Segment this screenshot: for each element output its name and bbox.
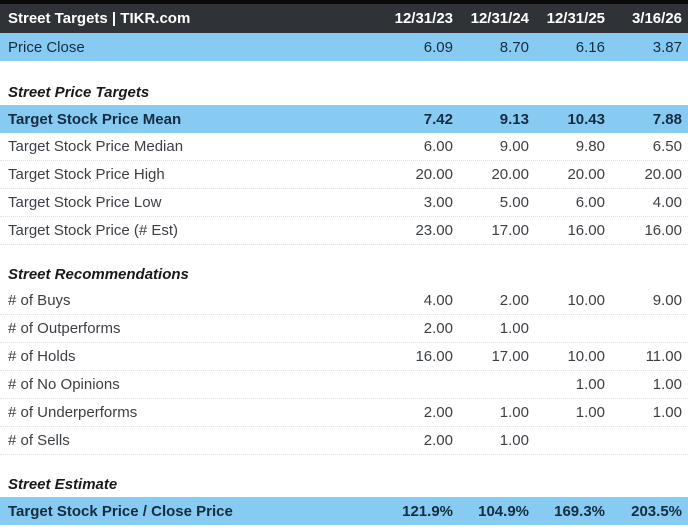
- section-title: Street Recommendations: [8, 265, 189, 283]
- row-value: 1.00: [575, 376, 605, 393]
- row-value: 2.00: [423, 432, 453, 449]
- table-section: Street Estimate Target Stock Price / Clo…: [0, 471, 688, 525]
- row-value: 1.00: [652, 376, 682, 393]
- table-row[interactable]: # of No Opinions 1.00 1.00: [0, 371, 688, 399]
- row-value: 9.80: [575, 138, 605, 155]
- table-row[interactable]: Target Stock Price (# Est) 23.00 17.00 1…: [0, 217, 688, 245]
- row-value: 20.00: [415, 166, 453, 183]
- row-value: 10.43: [567, 110, 605, 128]
- row-label: Price Close: [8, 38, 85, 56]
- row-value: 6.50: [652, 138, 682, 155]
- row-price-close[interactable]: Price Close 6.09 8.70 6.16 3.87: [0, 33, 688, 61]
- row-value: 6.00: [575, 194, 605, 211]
- row-value: 10.00: [567, 348, 605, 365]
- row-label: # of Sells: [8, 432, 70, 449]
- row-value: 23.00: [415, 222, 453, 239]
- row-value: 6.16: [575, 38, 605, 56]
- column-header-date: 12/31/24: [470, 10, 529, 27]
- row-value: 10.00: [567, 292, 605, 309]
- row-label: Target Stock Price (# Est): [8, 222, 179, 239]
- row-value: 2.00: [499, 292, 529, 309]
- section-title: Street Estimate: [8, 475, 118, 493]
- table-row[interactable]: # of Outperforms 2.00 1.00: [0, 315, 688, 343]
- row-value: 9.00: [499, 138, 529, 155]
- row-label: Target Stock Price Low: [8, 194, 162, 211]
- row-value: 8.70: [499, 38, 529, 56]
- row-label: Target Stock Price Mean: [8, 110, 182, 128]
- row-label: # of Underperforms: [8, 404, 138, 421]
- table-row[interactable]: # of Holds 16.00 17.00 10.00 11.00: [0, 343, 688, 371]
- row-value: 17.00: [491, 348, 529, 365]
- section-rows: # of Buys 4.00 2.00 10.00 9.00 # of Outp…: [0, 287, 688, 455]
- section-title: Street Price Targets: [8, 84, 150, 101]
- row-label: # of Holds: [8, 348, 76, 365]
- row-value: 16.00: [567, 222, 605, 239]
- row-value: 2.00: [423, 404, 453, 421]
- section-rows: Target Stock Price Mean 7.42 9.13 10.43 …: [0, 105, 688, 245]
- table-row[interactable]: Target Stock Price High 20.00 20.00 20.0…: [0, 161, 688, 189]
- table-title: Street Targets | TIKR.com: [8, 10, 191, 27]
- table-row[interactable]: Target Stock Price Mean 7.42 9.13 10.43 …: [0, 105, 688, 133]
- row-value: 16.00: [644, 222, 682, 239]
- column-header-date: 12/31/25: [546, 10, 605, 27]
- table-row[interactable]: Target Stock Price / Close Price 121.9% …: [0, 497, 688, 525]
- table-row[interactable]: # of Buys 4.00 2.00 10.00 9.00: [0, 287, 688, 315]
- row-value: 4.00: [652, 194, 682, 211]
- row-value: 20.00: [567, 166, 605, 183]
- column-header-date: 12/31/23: [394, 10, 453, 27]
- row-value: 9.00: [652, 292, 682, 309]
- row-value: 121.9%: [402, 502, 453, 520]
- row-value: 1.00: [499, 432, 529, 449]
- row-value: 16.00: [415, 348, 453, 365]
- row-value: 3.00: [423, 194, 453, 211]
- row-label: # of Buys: [8, 292, 71, 309]
- row-value: 1.00: [575, 404, 605, 421]
- table-row[interactable]: # of Underperforms 2.00 1.00 1.00 1.00: [0, 399, 688, 427]
- table-sections: Street Price Targets Target Stock Price …: [0, 80, 688, 525]
- row-value: 11.00: [645, 348, 682, 365]
- row-value: 2.00: [423, 320, 453, 337]
- row-value: 6.09: [423, 38, 453, 56]
- row-label: Target Stock Price High: [8, 166, 165, 183]
- row-value: 20.00: [644, 166, 682, 183]
- row-value: 6.00: [423, 138, 453, 155]
- table-header: Street Targets | TIKR.com 12/31/23 12/31…: [0, 4, 688, 33]
- row-value: 1.00: [652, 404, 682, 421]
- row-label: # of No Opinions: [8, 376, 120, 393]
- row-value: 1.00: [499, 404, 529, 421]
- column-header-date: 3/16/26: [631, 10, 682, 27]
- row-label: # of Outperforms: [8, 320, 121, 337]
- row-value: 4.00: [423, 292, 453, 309]
- table-section: Street Price Targets Target Stock Price …: [0, 80, 688, 245]
- section-rows: Target Stock Price / Close Price 121.9% …: [0, 497, 688, 525]
- table-row[interactable]: Target Stock Price Low 3.00 5.00 6.00 4.…: [0, 189, 688, 217]
- row-value: 20.00: [491, 166, 529, 183]
- row-label: Target Stock Price / Close Price: [8, 502, 233, 520]
- row-value: 5.00: [499, 194, 529, 211]
- row-value: 1.00: [499, 320, 529, 337]
- row-value: 3.87: [652, 38, 682, 56]
- row-value: 203.5%: [631, 502, 682, 520]
- table-section: Street Recommendations # of Buys 4.00 2.…: [0, 261, 688, 455]
- row-value: 9.13: [499, 110, 529, 128]
- row-value: 169.3%: [554, 502, 605, 520]
- row-value: 104.9%: [478, 502, 529, 520]
- table-row[interactable]: # of Sells 2.00 1.00: [0, 427, 688, 455]
- row-value: 7.42: [423, 110, 453, 128]
- table-row[interactable]: Target Stock Price Median 6.00 9.00 9.80…: [0, 133, 688, 161]
- row-value: 7.88: [652, 110, 682, 128]
- row-label: Target Stock Price Median: [8, 138, 184, 155]
- row-value: 17.00: [491, 222, 529, 239]
